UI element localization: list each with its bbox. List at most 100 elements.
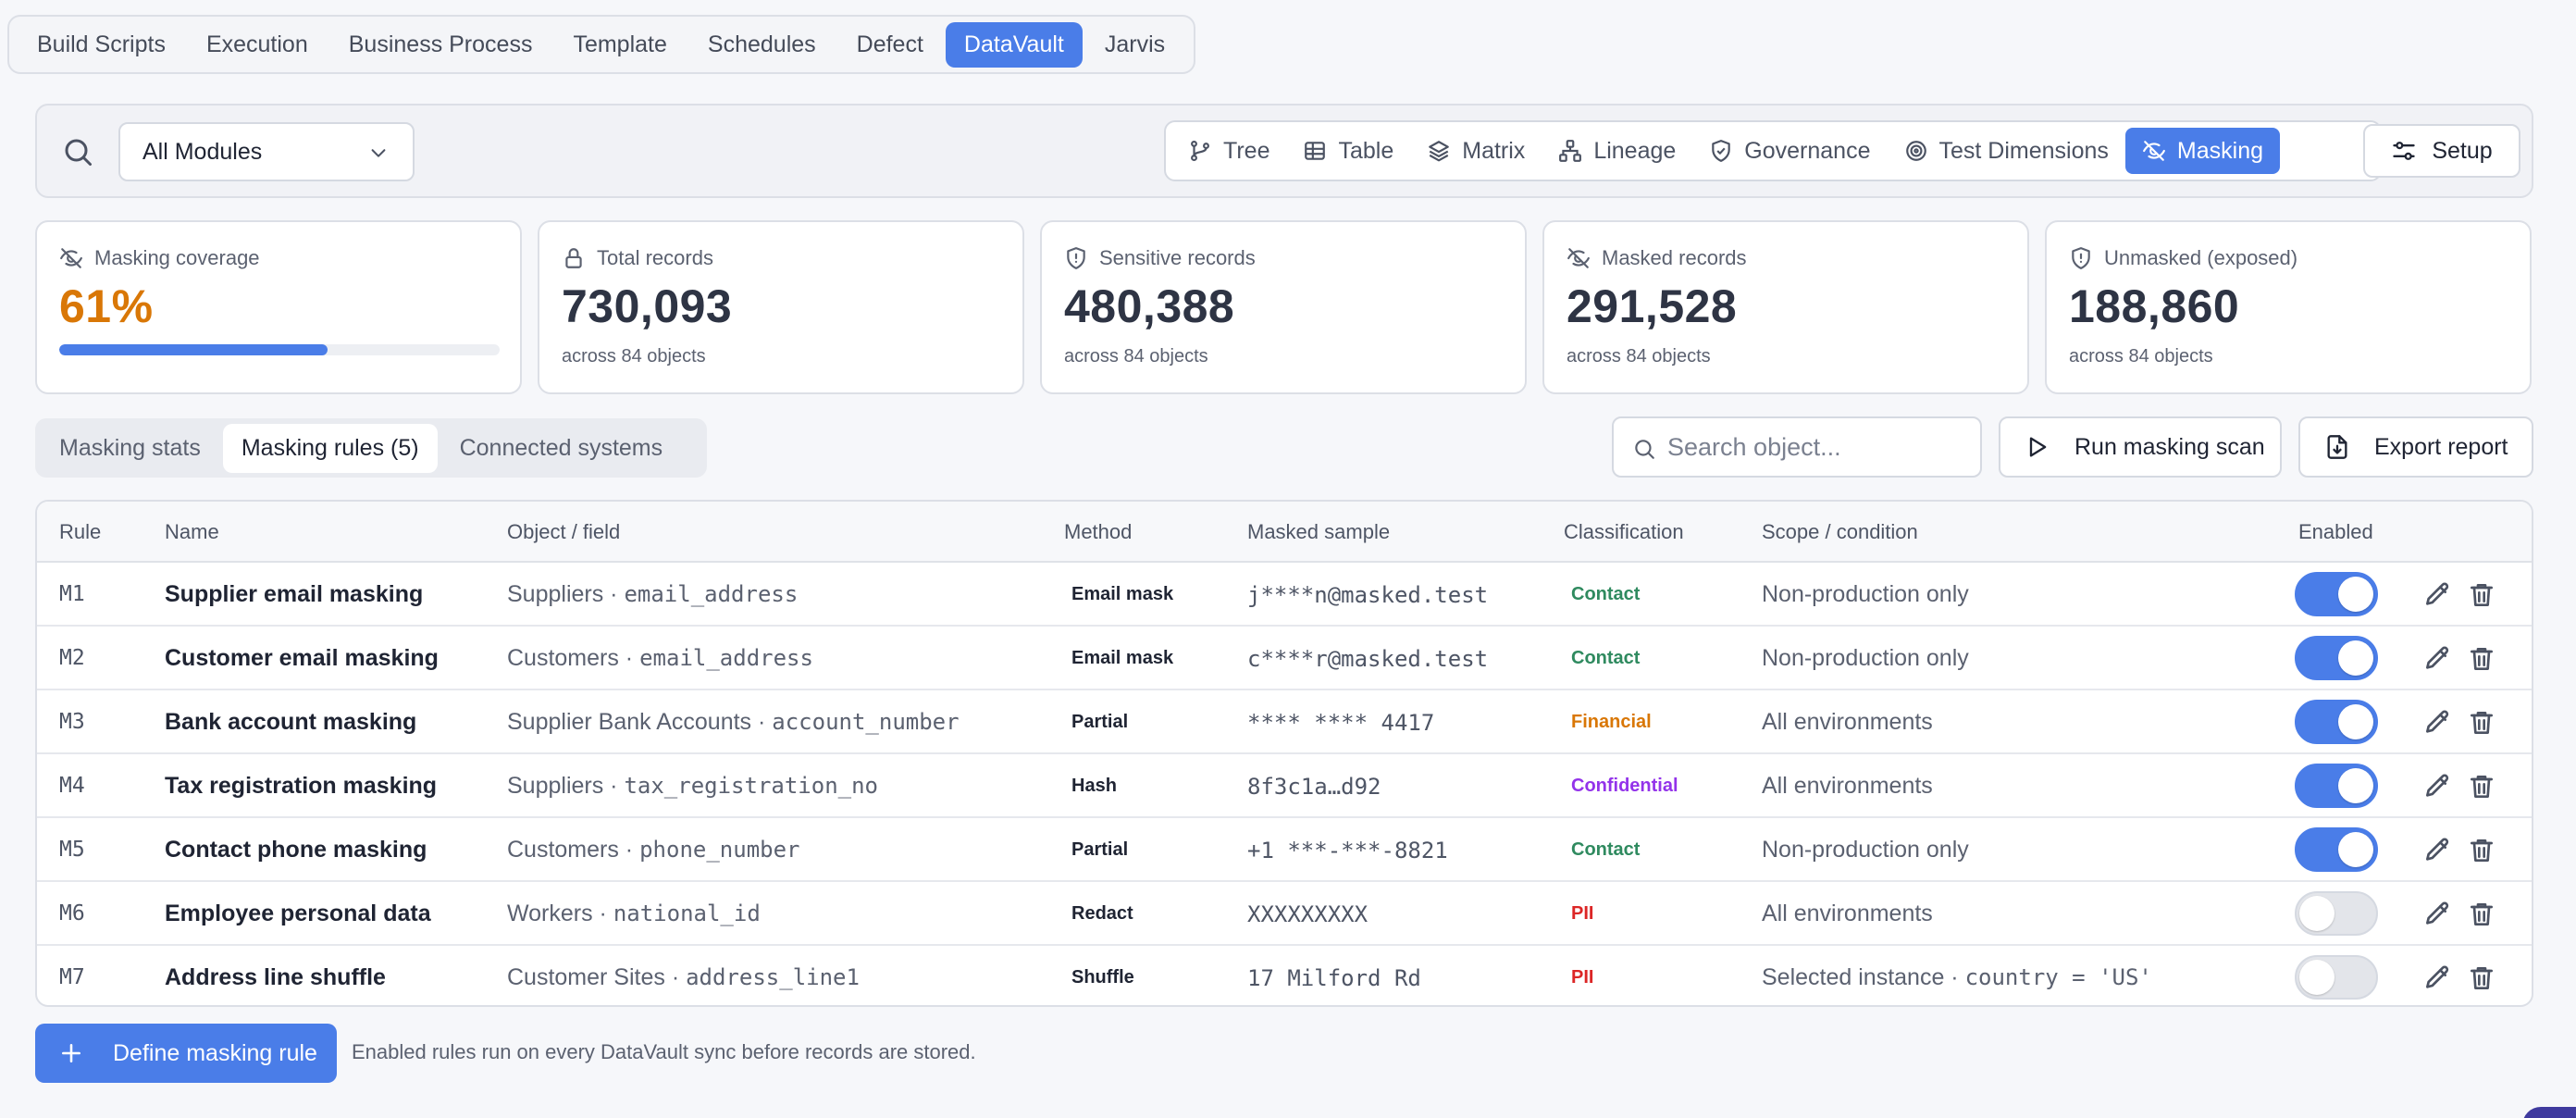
tab-build-scripts[interactable]: Build Scripts [37, 31, 166, 57]
masked-sample: **** **** 4417 [1247, 710, 1435, 736]
module-select-value: All Modules [142, 138, 263, 165]
card-value: 188,860 [2069, 280, 2240, 332]
shield-alert-icon [1064, 246, 1088, 270]
table-row: M7 Address line shuffle Customer Sites · a… [37, 946, 2532, 1005]
edit-icon[interactable] [2422, 580, 2452, 610]
enabled-toggle[interactable] [2295, 636, 2378, 680]
search-object-input[interactable]: Search object... [1612, 416, 1982, 478]
card-label: Unmasked (exposed) [2104, 246, 2298, 269]
trash-icon[interactable] [2467, 836, 2496, 865]
run-masking-scan-label: Run masking scan [2074, 433, 2265, 460]
enabled-toggle[interactable] [2295, 764, 2378, 808]
edit-icon[interactable] [2422, 772, 2452, 801]
view-matrix-button[interactable]: Matrix [1410, 128, 1542, 174]
classification-badge: Contact [1571, 584, 1641, 604]
scope-condition: All environments [1762, 709, 1933, 736]
view-masking-button[interactable]: Masking [2124, 128, 2280, 174]
trash-icon[interactable] [2467, 708, 2496, 738]
tab-execution[interactable]: Execution [205, 31, 308, 57]
toggle-knob [2338, 768, 2373, 803]
masked-sample: 8f3c1a…d92 [1247, 774, 1381, 800]
module-select[interactable]: All Modules [118, 122, 415, 181]
edit-icon[interactable] [2422, 900, 2452, 929]
enabled-toggle[interactable] [2295, 700, 2378, 744]
edit-icon[interactable] [2422, 644, 2452, 674]
tab-jarvis[interactable]: Jarvis [1104, 31, 1166, 57]
tab-business-process[interactable]: Business Process [348, 31, 533, 57]
view-governance-button[interactable]: Governance [1692, 128, 1887, 174]
object-field: Suppliers · email_address [507, 581, 798, 608]
coverage-progress-bar [59, 344, 500, 355]
chevron-down-icon [368, 143, 389, 163]
tab-masking-stats[interactable]: Masking stats [59, 434, 201, 461]
object-field: Customers · email_address [507, 645, 813, 672]
tab-schedules[interactable]: Schedules [707, 31, 816, 57]
sensitive-records-card: Sensitive records 480,388 across 84 obje… [1040, 220, 1527, 394]
define-masking-rule-button[interactable]: Define masking rule [35, 1024, 337, 1083]
eye-off-icon [2142, 139, 2166, 163]
scope-text: All environments [1762, 709, 1933, 735]
edit-icon[interactable] [2422, 836, 2452, 865]
edit-icon[interactable] [2422, 708, 2452, 738]
view-lineage-button[interactable]: Lineage [1542, 128, 1692, 174]
trash-icon[interactable] [2467, 963, 2496, 993]
eye-off-icon [59, 246, 83, 270]
assistant-avatar[interactable] [2522, 1107, 2576, 1118]
tab-template[interactable]: Template [573, 31, 667, 57]
method: Partial [1071, 712, 1129, 732]
enabled-toggle[interactable] [2295, 572, 2378, 616]
field-name: email_address [624, 581, 799, 607]
target-icon [1904, 139, 1928, 163]
method: Partial [1071, 839, 1129, 860]
table-row: M1 Supplier email masking Suppliers · emai… [37, 563, 2532, 627]
object-name: Workers · [507, 901, 613, 926]
view-table-button[interactable]: Table [1286, 128, 1410, 174]
enabled-toggle[interactable] [2295, 827, 2378, 872]
masked-sample: j****n@masked.test [1247, 582, 1489, 608]
toggle-knob [2299, 896, 2334, 931]
table-icon [1303, 139, 1327, 163]
scope-condition: All environments [1762, 901, 1933, 927]
trash-icon[interactable] [2467, 772, 2496, 801]
view-masking-label: Masking [2176, 137, 2263, 164]
masked-sample: 17 Milford Rd [1247, 965, 1421, 991]
rule-id: M5 [59, 838, 85, 862]
enabled-toggle[interactable] [2295, 891, 2378, 936]
shield-alert-icon [2069, 246, 2093, 270]
tab-connected-systems[interactable]: Connected systems [459, 434, 663, 461]
scope-condition: Non-production only [1762, 645, 1969, 672]
trash-icon[interactable] [2467, 900, 2496, 929]
rule-id: M6 [59, 901, 85, 925]
object-name: Supplier Bank Accounts · [507, 709, 773, 735]
trash-icon[interactable] [2467, 580, 2496, 610]
object-name: Customers · [507, 837, 640, 863]
view-test-dimensions-label: Test Dimensions [1938, 137, 2109, 164]
tab-datavault[interactable]: DataVault [945, 21, 1083, 68]
card-label-row: Masking coverage [59, 246, 260, 270]
object-name: Customers · [507, 645, 640, 671]
scope-text: All environments [1762, 773, 1933, 799]
object-field: Customer Sites · address_line1 [507, 964, 860, 991]
tab-defect[interactable]: Defect [856, 31, 923, 57]
search-icon[interactable] [61, 135, 94, 168]
method: Redact [1071, 903, 1133, 924]
scope-condition: All environments [1762, 773, 1933, 800]
view-test-dimensions-button[interactable]: Test Dimensions [1888, 128, 2125, 174]
card-label-row: Sensitive records [1064, 246, 1256, 270]
header-name: Name [165, 520, 219, 543]
tab-masking-rules[interactable]: Masking rules (5) [222, 423, 438, 473]
trash-icon[interactable] [2467, 644, 2496, 674]
setup-button[interactable]: Setup [2363, 124, 2520, 178]
define-masking-rule-label: Define masking rule [113, 1039, 317, 1066]
edit-icon[interactable] [2422, 963, 2452, 993]
view-tree-button[interactable]: Tree [1171, 128, 1286, 174]
table-header: Rule Name Object / field Method Masked s… [37, 502, 2532, 563]
run-masking-scan-button[interactable]: Run masking scan [1999, 416, 2282, 478]
enabled-toggle[interactable] [2295, 955, 2378, 1000]
object-field: Supplier Bank Accounts · account_number [507, 709, 960, 736]
rule-name: Tax registration masking [165, 773, 438, 799]
export-report-button[interactable]: Export report [2298, 416, 2533, 478]
scope-text: Non-production only [1762, 581, 1969, 607]
method: Email mask [1071, 648, 1174, 668]
card-label-row: Total records [562, 246, 713, 270]
